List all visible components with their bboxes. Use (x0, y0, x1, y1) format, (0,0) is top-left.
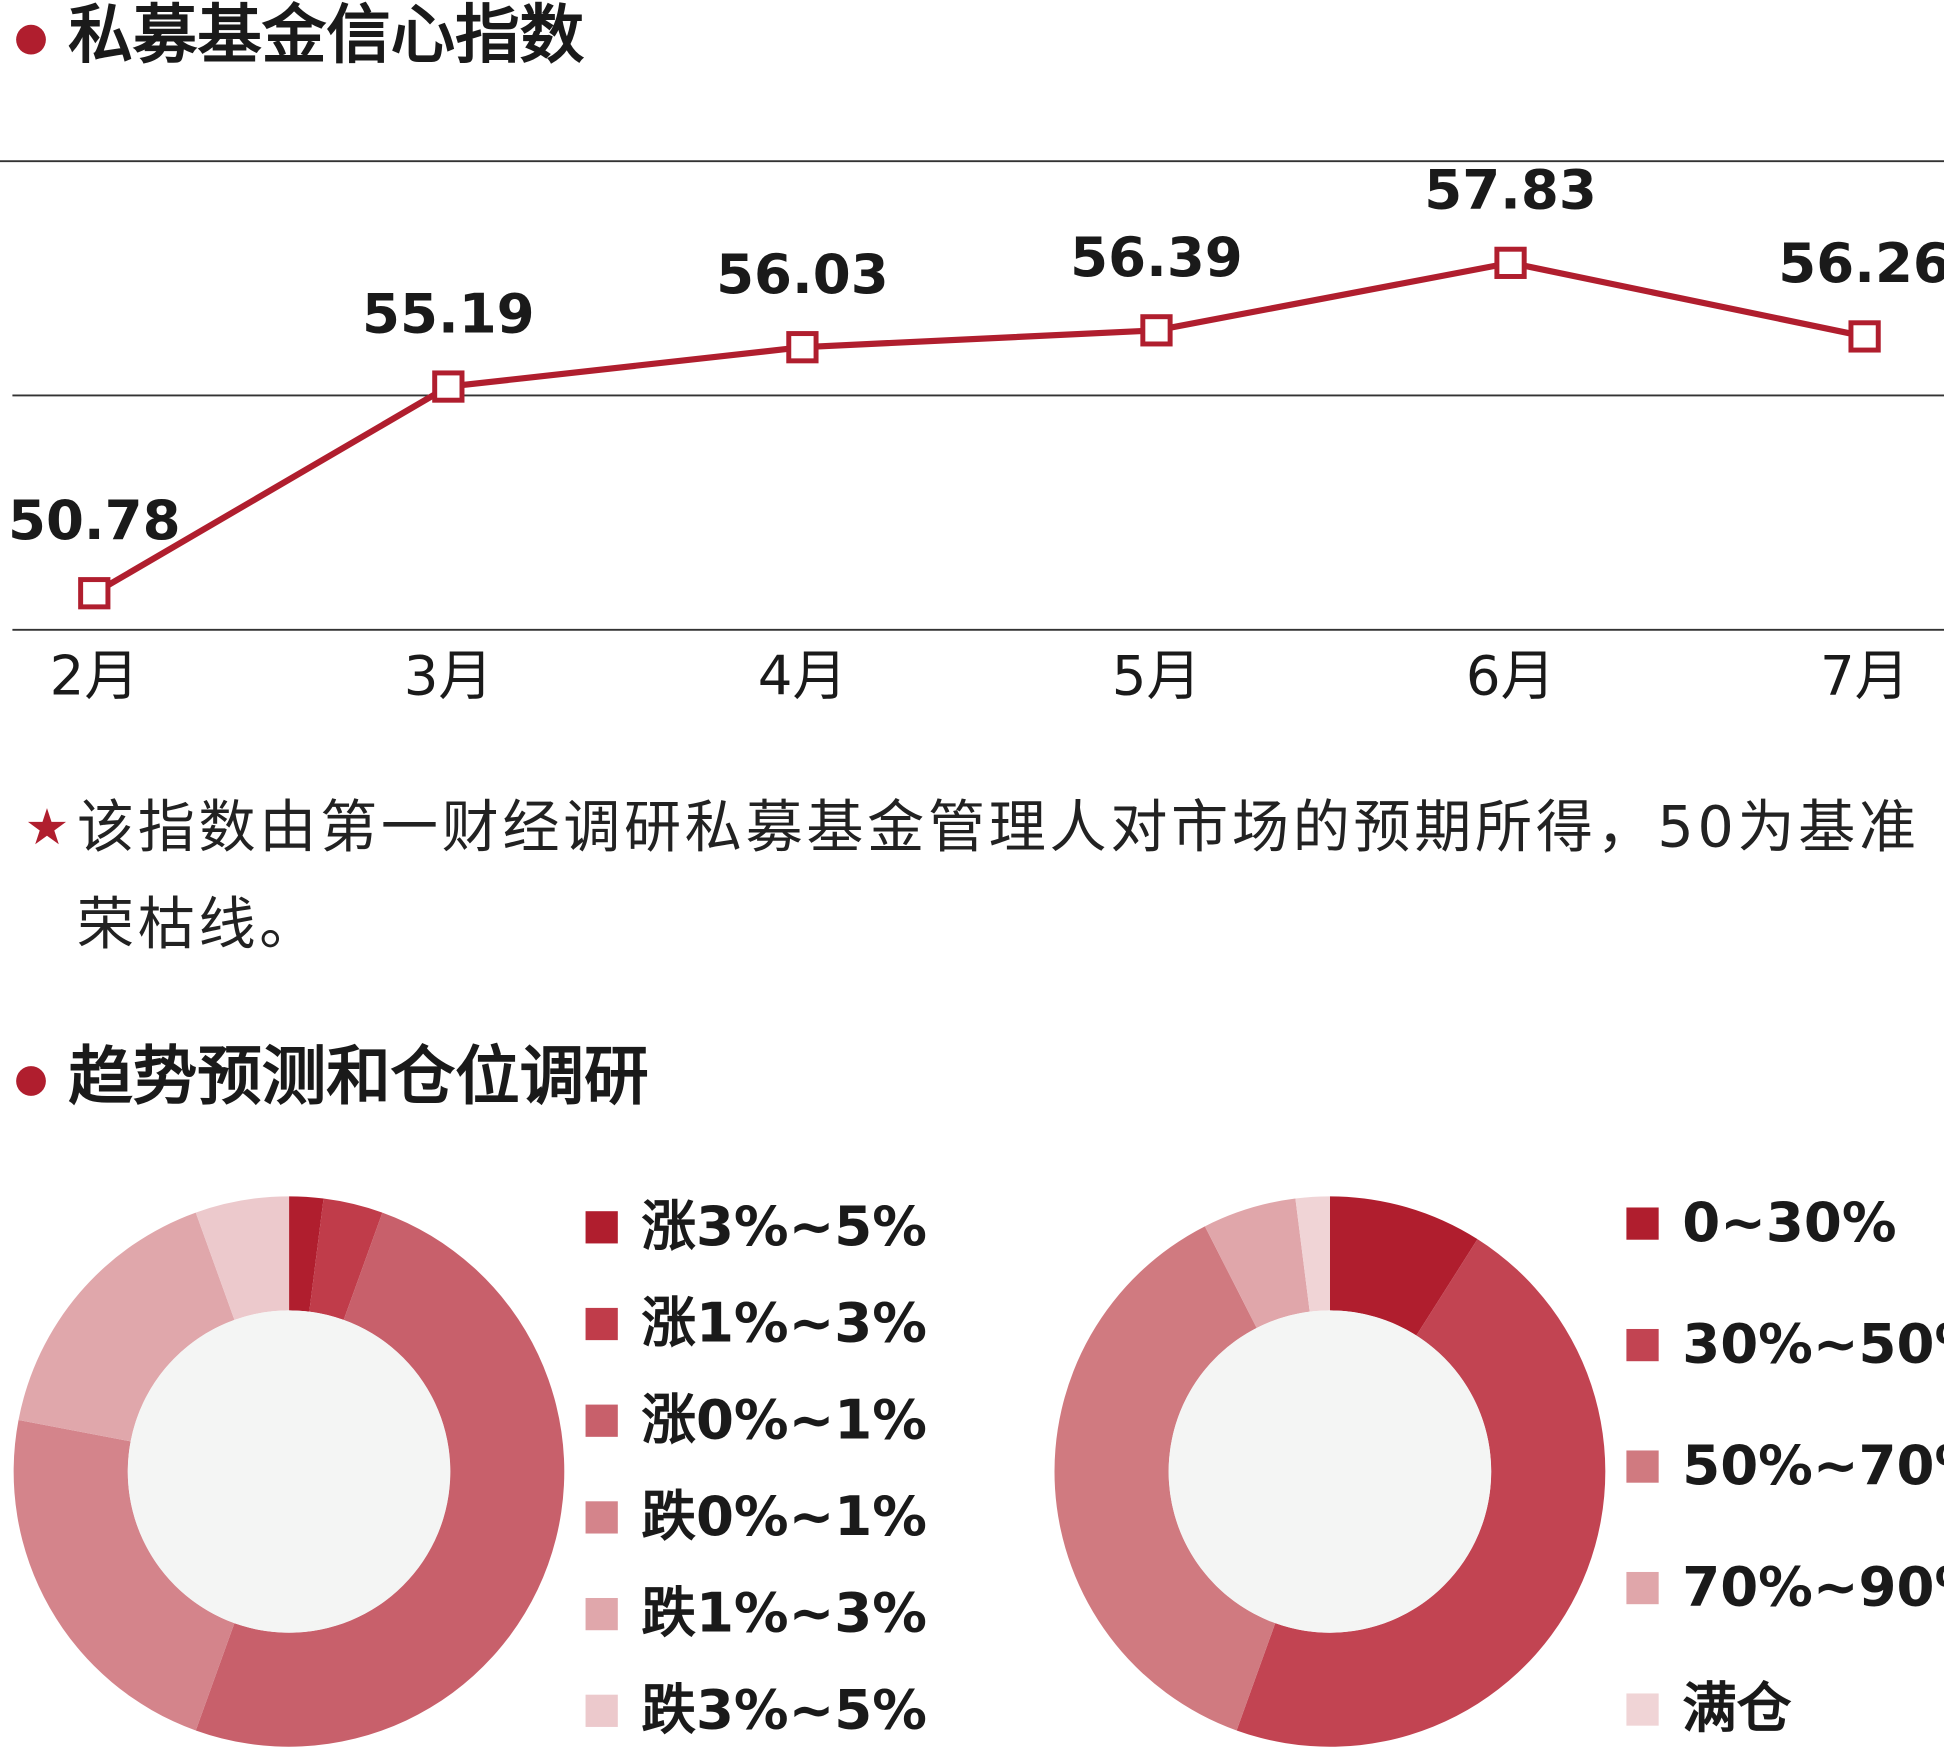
donut-segment (1054, 1226, 1276, 1731)
marker (1494, 246, 1527, 279)
donut-hole (127, 1310, 451, 1633)
legend-swatch (585, 1694, 618, 1727)
legend-label: 跌1%~3% (641, 1581, 927, 1645)
section-title: 趋势预测和仓位调研 (68, 1040, 648, 1115)
legend-swatch (585, 1211, 618, 1244)
marker (1140, 314, 1173, 347)
legend-label: 涨3%~5% (641, 1194, 927, 1258)
x-tick-label: 5月 (1112, 644, 1201, 708)
donut-segment (13, 1419, 235, 1731)
legend-swatch (1626, 1450, 1659, 1483)
legend-swatch (1626, 1328, 1659, 1362)
chart-title: 私募基金信心指数 (68, 0, 584, 73)
legend-label: 涨0%~1% (641, 1387, 927, 1451)
legend-swatch (585, 1597, 618, 1631)
donut-segment (309, 1198, 383, 1320)
legend-label: 50%~70% (1682, 1433, 1944, 1497)
donut-segment (195, 1212, 565, 1747)
donut-segment (1295, 1196, 1330, 1312)
marker (432, 370, 465, 403)
donut-segment (1329, 1196, 1478, 1336)
donut-segment (1204, 1198, 1310, 1328)
donut-hole (1168, 1310, 1492, 1633)
x-tick-label: 2月 (50, 644, 139, 708)
donut-segment (195, 1196, 290, 1320)
x-tick-label: 6月 (1466, 644, 1555, 708)
legend-label: 涨1%~3% (641, 1291, 927, 1355)
legend-swatch (1626, 1693, 1659, 1726)
donut-segment (289, 1196, 324, 1312)
title-dot (16, 1066, 46, 1096)
note-box: 该指数由第一财经调研私募基金管理人对市场的预期所得，50为基准荣枯线。 (76, 793, 1920, 958)
legend-label: 满仓 (1682, 1676, 1792, 1740)
legend-label: 跌0%~1% (641, 1484, 927, 1548)
note-star: ★ (25, 798, 69, 856)
data-label: 57.83 (1424, 158, 1597, 222)
legend-swatch (585, 1307, 618, 1341)
marker (78, 577, 111, 610)
line (92, 259, 1866, 596)
donut-segment (18, 1212, 235, 1442)
note: 该指数由第一财经调研私募基金管理人对市场的预期所得，50为基准荣枯线。 (76, 793, 1920, 958)
x-tick-label: 3月 (404, 644, 493, 708)
data-label: 56.39 (1070, 225, 1243, 289)
legend-swatch (585, 1501, 618, 1534)
legend-swatch (585, 1404, 618, 1437)
marker (786, 331, 819, 364)
marker (1848, 320, 1881, 353)
legend-label: 0~30% (1682, 1190, 1896, 1254)
x-tick-label: 7月 (1820, 644, 1909, 708)
donut-segment (1236, 1239, 1606, 1747)
legend-label: 跌3%~5% (641, 1677, 927, 1741)
data-label: 55.19 (362, 281, 535, 345)
x-tick-label: 4月 (758, 644, 847, 708)
data-label: 56.03 (716, 242, 889, 306)
title-dot (16, 24, 46, 55)
data-label: 56.26 (1778, 231, 1944, 295)
legend-label: 70%~90% (1682, 1555, 1944, 1619)
legend-swatch (1626, 1207, 1659, 1240)
legend-swatch (1626, 1571, 1659, 1605)
data-label: 50.78 (8, 488, 181, 552)
legend-label: 30%~50% (1682, 1312, 1944, 1376)
